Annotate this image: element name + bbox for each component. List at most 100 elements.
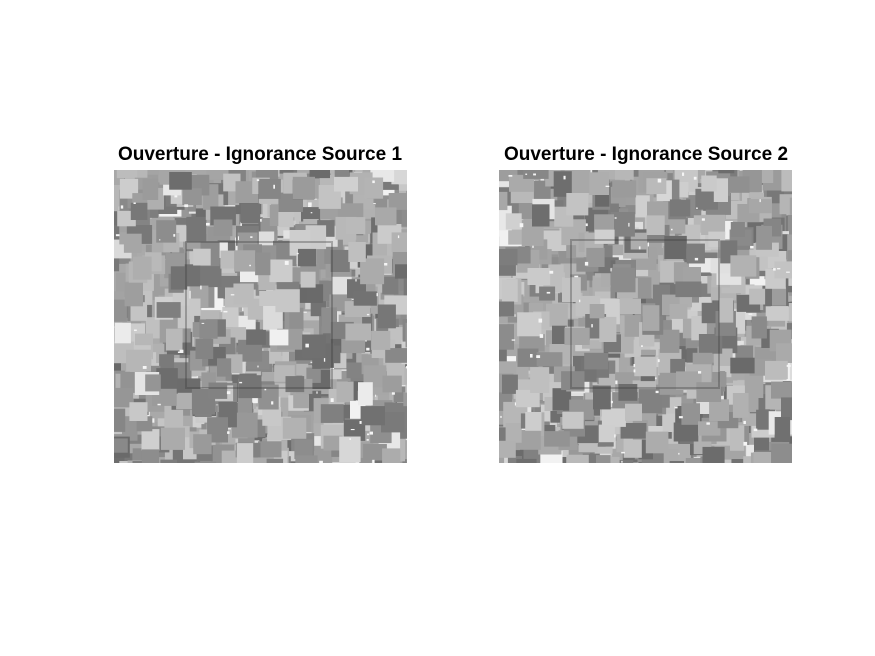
texture-patch xyxy=(213,219,233,237)
texture-patch xyxy=(544,431,570,447)
texture-patch xyxy=(774,417,791,442)
panel-2-texture xyxy=(499,170,792,463)
texture-patch xyxy=(732,393,749,418)
texture-patch xyxy=(518,198,535,219)
texture-patch xyxy=(589,172,609,195)
texture-speck xyxy=(323,358,326,362)
texture-patch xyxy=(388,193,407,210)
texture-patch xyxy=(156,302,181,318)
texture-patch xyxy=(292,176,315,199)
texture-patch xyxy=(517,312,542,337)
texture-speck xyxy=(316,391,318,394)
texture-patch xyxy=(217,358,232,377)
texture-speck xyxy=(682,172,685,176)
texture-patch xyxy=(266,458,284,463)
texture-patch xyxy=(552,388,572,411)
texture-patch xyxy=(542,230,568,251)
texture-patch xyxy=(184,264,201,287)
texture-speck xyxy=(621,460,623,463)
texture-speck xyxy=(610,268,612,272)
texture-patch xyxy=(730,357,755,374)
texture-patch xyxy=(391,170,407,185)
texture-patch xyxy=(499,427,509,451)
texture-speck xyxy=(786,379,790,381)
texture-patch xyxy=(499,301,515,317)
texture-speck xyxy=(296,252,299,255)
texture-speck xyxy=(748,313,753,315)
panel-2-image xyxy=(499,170,792,463)
texture-patch xyxy=(246,329,266,345)
texture-patch xyxy=(339,436,361,463)
texture-patch xyxy=(505,213,522,230)
texture-patch xyxy=(748,199,772,214)
texture-patch xyxy=(599,316,617,342)
texture-patch xyxy=(114,222,123,244)
texture-patch xyxy=(499,191,508,211)
texture-patch xyxy=(781,170,792,192)
texture-speck xyxy=(230,294,235,296)
texture-patch xyxy=(197,264,222,288)
texture-patch xyxy=(194,461,217,463)
texture-speck xyxy=(655,390,659,394)
texture-patch xyxy=(350,457,373,463)
texture-speck xyxy=(591,324,593,328)
texture-speck xyxy=(538,318,543,323)
texture-patch xyxy=(696,382,722,402)
texture-patch xyxy=(502,279,518,302)
texture-speck xyxy=(579,299,581,303)
texture-patch xyxy=(562,277,581,302)
texture-patch xyxy=(289,307,304,331)
texture-patch xyxy=(395,264,407,279)
texture-patch xyxy=(772,287,787,306)
texture-patch xyxy=(508,229,524,245)
texture-patch xyxy=(237,397,253,413)
texture-patch xyxy=(729,176,750,193)
texture-speck xyxy=(256,179,260,182)
texture-patch xyxy=(612,180,637,198)
texture-patch xyxy=(536,352,563,367)
texture-speck xyxy=(701,218,705,221)
texture-patch xyxy=(370,170,395,182)
texture-speck xyxy=(201,322,205,324)
texture-speck xyxy=(519,223,524,228)
texture-speck xyxy=(759,199,761,203)
texture-patch xyxy=(330,249,350,272)
texture-speck xyxy=(530,354,533,358)
texture-speck xyxy=(206,222,210,226)
texture-patch xyxy=(193,248,211,266)
texture-speck xyxy=(226,391,231,395)
texture-patch xyxy=(320,404,344,423)
texture-speck xyxy=(391,392,395,395)
texture-patch xyxy=(170,266,188,290)
texture-patch xyxy=(499,361,517,376)
texture-patch xyxy=(353,291,377,306)
texture-speck xyxy=(511,339,516,341)
texture-speck xyxy=(678,452,680,455)
texture-patch xyxy=(267,170,294,176)
texture-speck xyxy=(546,291,551,294)
texture-speck xyxy=(786,271,790,273)
texture-speck xyxy=(179,349,184,353)
texture-patch xyxy=(765,360,788,380)
texture-patch xyxy=(382,375,402,393)
texture-patch xyxy=(382,448,401,463)
texture-patch xyxy=(129,402,148,421)
inner-square-edge xyxy=(185,241,333,389)
texture-speck xyxy=(696,207,698,209)
texture-patch xyxy=(789,360,792,380)
texture-patch xyxy=(238,375,262,399)
texture-speck xyxy=(319,460,323,463)
texture-speck xyxy=(284,260,289,265)
texture-patch xyxy=(345,217,366,235)
texture-patch xyxy=(348,242,366,262)
texture-patch xyxy=(527,268,551,285)
texture-patch xyxy=(586,247,605,267)
texture-patch xyxy=(499,249,518,266)
panel-1-image xyxy=(114,170,407,463)
texture-patch xyxy=(564,327,590,345)
texture-speck xyxy=(237,236,239,241)
texture-speck xyxy=(366,439,369,441)
texture-patch xyxy=(730,222,745,237)
texture-patch xyxy=(269,329,289,346)
texture-speck xyxy=(133,202,136,204)
